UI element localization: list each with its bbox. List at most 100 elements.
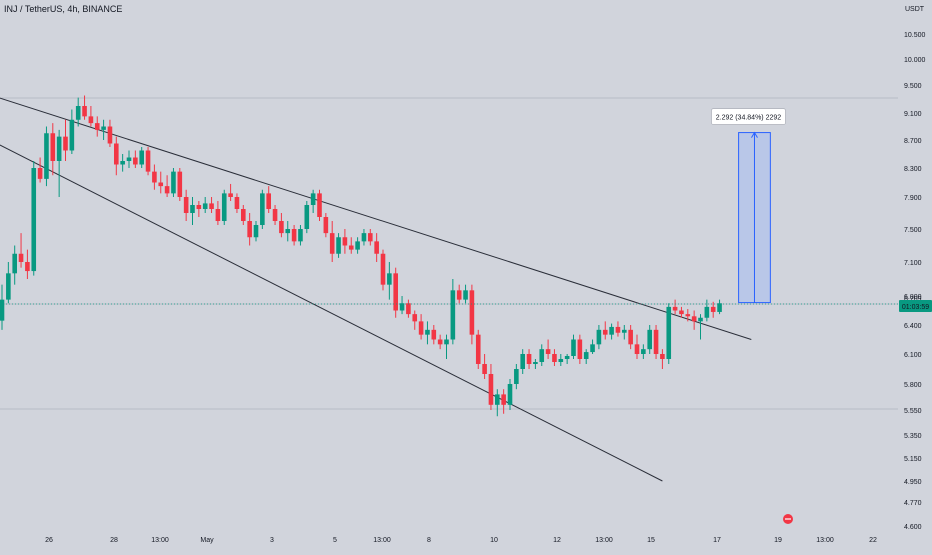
y-tick-label: 9.100 <box>904 111 922 118</box>
candle-up <box>450 290 456 340</box>
candle-up <box>221 193 227 221</box>
price-range-label-box <box>711 108 786 125</box>
x-tick-label: 17 <box>713 537 721 544</box>
candle-down <box>94 123 100 130</box>
candle-down <box>374 241 379 254</box>
y-tick-label: 4.950 <box>904 479 922 486</box>
countdown-tag <box>899 300 932 312</box>
candle-down <box>279 221 284 234</box>
candle-up <box>533 362 538 364</box>
candle-down <box>317 193 322 217</box>
candle-down <box>501 394 506 405</box>
x-tick-label: 28 <box>110 537 118 544</box>
countdown-text: 01:03:59 <box>902 304 929 311</box>
candle-down <box>196 205 202 209</box>
candle-up <box>558 359 564 362</box>
candle-down <box>679 310 684 315</box>
candle-down <box>82 106 87 117</box>
candle-down <box>323 217 329 234</box>
candle-up <box>609 326 614 335</box>
y-tick-label: 5.550 <box>904 408 922 415</box>
candle-up <box>590 344 595 353</box>
candle-down <box>691 316 697 322</box>
y-tick-label: 4.600 <box>904 524 922 531</box>
candle-up <box>75 106 81 120</box>
candle-up <box>56 136 62 161</box>
candle-up <box>190 205 195 213</box>
candle-down <box>488 374 494 405</box>
candle-up <box>355 241 360 250</box>
x-tick-label: 5 <box>333 537 337 544</box>
y-tick-label: 6.100 <box>904 352 922 359</box>
symbol-title: INJ / TetherUS, 4h, BINANCE <box>4 4 123 14</box>
candle-down <box>469 290 475 335</box>
candle-up <box>69 119 75 151</box>
candle-down <box>348 245 354 250</box>
candle-down <box>158 182 164 187</box>
y-tick-label: 6.400 <box>904 323 922 330</box>
candle-up <box>120 161 125 165</box>
candles <box>0 95 722 417</box>
candle-up <box>6 273 11 300</box>
candle-down <box>241 209 246 221</box>
candle-up <box>717 303 722 312</box>
candle-up <box>564 356 570 359</box>
candle-up <box>387 273 392 285</box>
candle-up <box>444 339 449 345</box>
candle-down <box>145 150 151 172</box>
candle-down <box>615 326 621 333</box>
candle-up <box>139 150 144 165</box>
y-tick-label: 9.500 <box>904 83 922 90</box>
candle-up <box>704 306 710 318</box>
candle-down <box>234 197 240 209</box>
candle-down <box>406 303 411 315</box>
y-tick-label: 7.900 <box>904 195 922 202</box>
price-range-label: 2.292 (34.84%) 2292 <box>716 115 781 122</box>
candle-down <box>228 193 233 197</box>
candle-up <box>583 352 589 359</box>
candle-up <box>310 193 316 205</box>
candle-down <box>291 229 297 242</box>
x-tick-label: 13:00 <box>151 537 169 544</box>
candle-up <box>596 329 602 345</box>
candle-up <box>285 229 291 234</box>
x-tick-label: 26 <box>45 537 53 544</box>
candle-down <box>107 126 113 144</box>
candle-down <box>710 306 716 312</box>
candle-down <box>634 344 640 354</box>
x-tick-label: 10 <box>490 537 498 544</box>
candle-down <box>114 143 119 165</box>
y-tick-label: 10.500 <box>904 32 926 39</box>
candle-down <box>660 354 665 359</box>
candle-up <box>514 369 519 384</box>
candle-up <box>44 133 49 179</box>
candle-up <box>647 329 652 350</box>
candle-up <box>399 303 405 311</box>
x-tick-label: 13:00 <box>595 537 613 544</box>
price-range-tool[interactable]: 2.292 (34.84%) 2292 <box>711 108 786 304</box>
candle-up <box>101 126 106 130</box>
candle-down <box>437 339 443 345</box>
candle-down <box>602 329 608 335</box>
candle-up <box>641 349 646 354</box>
candle-up <box>571 339 576 356</box>
candle-up <box>622 329 627 333</box>
candle-up <box>666 306 672 359</box>
candle-down <box>418 321 424 335</box>
candle-down <box>50 133 56 161</box>
trendlines[interactable] <box>0 91 752 482</box>
candle-down <box>672 306 678 311</box>
y-tick-label: 6.800 <box>904 294 922 301</box>
candle-down <box>18 253 24 262</box>
x-tick-label: 19 <box>774 537 782 544</box>
candle-down <box>183 197 189 213</box>
x-tick-label: 15 <box>647 537 655 544</box>
currency-label: USDT <box>905 6 925 13</box>
candle-down <box>266 193 271 209</box>
candle-down <box>342 237 348 246</box>
y-tick-label: 4.770 <box>904 500 922 507</box>
candle-down <box>431 329 437 340</box>
